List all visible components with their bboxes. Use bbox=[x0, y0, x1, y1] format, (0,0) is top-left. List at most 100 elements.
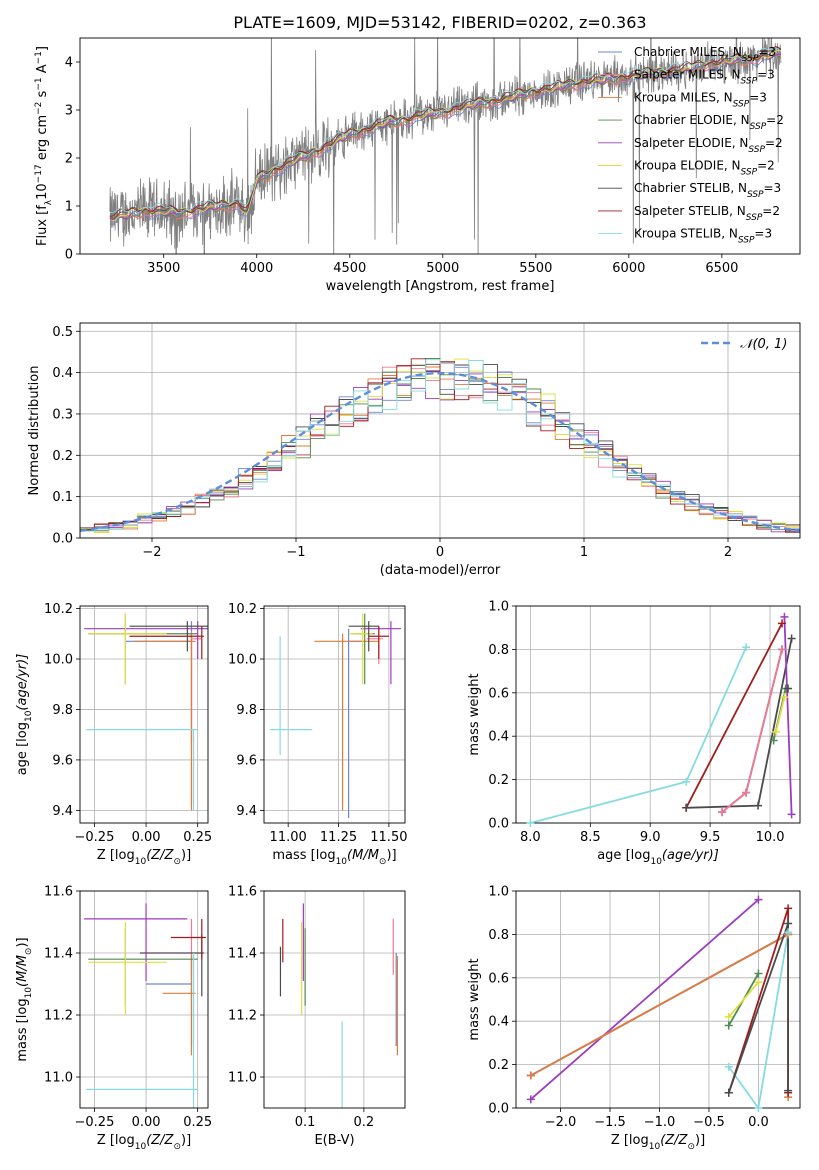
weight-point-marker bbox=[742, 788, 751, 797]
y-tick-label: 4 bbox=[65, 56, 73, 71]
weight-point-marker bbox=[769, 736, 778, 745]
y-tick-label: 11.0 bbox=[228, 1071, 257, 1086]
weight-point-marker bbox=[742, 643, 751, 652]
y-tick-label: 0.0 bbox=[52, 532, 73, 547]
axes-frame bbox=[79, 605, 209, 824]
x-tick-label: −1.5 bbox=[594, 1115, 626, 1130]
x-tick-label: 8.5 bbox=[580, 830, 601, 845]
legend-label: Kroupa ELODIE, NSSP=2 bbox=[634, 159, 775, 178]
y-tick-label: 0.3 bbox=[52, 407, 73, 422]
x-tick-label: 8.0 bbox=[520, 830, 541, 845]
x-tick-label: 11.00 bbox=[270, 830, 307, 845]
y-tick-label: 0.8 bbox=[488, 928, 509, 943]
y-tick-label: 10.2 bbox=[44, 602, 73, 617]
x-tick-label: −0.5 bbox=[693, 1115, 725, 1130]
x-tick-label: 0.2 bbox=[354, 1115, 375, 1130]
legend-label: Salpeter STELIB, NSSP=2 bbox=[634, 204, 780, 223]
weight-point-marker bbox=[780, 693, 789, 702]
x-axis-label: age [log10(age/yr)] bbox=[597, 848, 719, 867]
weight-series-line bbox=[728, 932, 789, 1108]
panel-residuals: −2 −1 0 1 2 0.0 0.1 0.2 0.3 0.4 0.5 (data-model)/er… bbox=[27, 322, 801, 578]
plot-area bbox=[80, 358, 800, 538]
y-tick-label: 11.2 bbox=[44, 1009, 73, 1024]
plot-area bbox=[530, 616, 793, 823]
legend-label: Salpeter MILES, NSSP=3 bbox=[634, 68, 775, 87]
plot-area bbox=[84, 613, 208, 811]
x-tick-label: 0.1 bbox=[295, 1115, 316, 1130]
y-tick-label: 9.8 bbox=[52, 703, 73, 718]
y-tick-label: 9.6 bbox=[236, 753, 257, 768]
y-tick-label: 0.4 bbox=[52, 366, 73, 381]
y-tick-label: 10.0 bbox=[44, 652, 73, 667]
y-tick-label: 0.6 bbox=[488, 971, 509, 986]
y-axis-label: Flux [fλ10−17 erg cm−2 s−1 A−1] bbox=[34, 46, 54, 246]
legend-label: Chabrier STELIB, NSSP=3 bbox=[634, 181, 781, 200]
y-tick-label: 11.6 bbox=[44, 885, 73, 900]
weight-point-marker bbox=[682, 777, 691, 786]
y-axis-label: mass weight bbox=[467, 673, 482, 755]
axes-frame bbox=[79, 322, 801, 539]
model-spectrum-line bbox=[109, 52, 782, 225]
x-tick-label: 9.5 bbox=[700, 830, 721, 845]
y-tick-label: 9.4 bbox=[52, 804, 73, 819]
y-tick-label: 11.4 bbox=[44, 947, 73, 962]
weight-point-marker bbox=[754, 895, 763, 904]
legend-label: Kroupa STELIB, NSSP=3 bbox=[634, 227, 772, 246]
figure-title: PLATE=1609, MJD=53142, FIBERID=0202, z=0… bbox=[233, 13, 646, 32]
x-tick-label: 5000 bbox=[426, 261, 459, 276]
legend-label: Kroupa MILES, NSSP=3 bbox=[634, 90, 767, 109]
y-tick-label: 0.6 bbox=[488, 686, 509, 701]
x-axis-label: (data-model)/error bbox=[380, 563, 501, 578]
y-tick-label: 0.2 bbox=[52, 449, 73, 464]
legend: Chabrier MILES, NSSP=3 Salpeter MILES, NS… bbox=[598, 45, 784, 246]
x-tick-label: 4000 bbox=[240, 261, 273, 276]
plot-area bbox=[270, 613, 401, 818]
weight-point-marker bbox=[787, 810, 796, 819]
weight-point-marker bbox=[526, 819, 535, 827]
y-tick-label: 11.6 bbox=[228, 885, 257, 900]
panel-spectrum: 3500 4000 4500 5000 5500 6000 6500 0 1 2 3 4 wavelen… bbox=[34, 37, 801, 294]
x-tick-label: −2 bbox=[142, 545, 161, 560]
y-tick-label: 3 bbox=[65, 104, 73, 119]
weight-point-marker bbox=[778, 619, 787, 628]
x-tick-label: 1 bbox=[580, 545, 588, 560]
weight-point-marker bbox=[787, 634, 796, 643]
x-tick-label: 6500 bbox=[705, 261, 738, 276]
legend: 𝒩(0, 1) bbox=[701, 337, 787, 352]
x-tick-label: 0.0 bbox=[748, 1115, 769, 1130]
normal-distribution-curve bbox=[80, 371, 800, 532]
y-tick-label: 1.0 bbox=[488, 600, 509, 615]
plot-area bbox=[109, 38, 782, 254]
grid-lines bbox=[264, 606, 405, 823]
y-axis-label: age [log10(age/yr)] bbox=[15, 654, 34, 776]
panel-mass-vs-Z: −0.25 0.00 0.25 11.0 11.2 11.4 11.6 Z [log10(Z/… bbox=[15, 885, 212, 1153]
x-tick-label: −1.0 bbox=[644, 1115, 676, 1130]
weight-series-line bbox=[775, 696, 786, 733]
model-spectrum-line bbox=[109, 46, 782, 217]
weight-point-marker bbox=[754, 1104, 763, 1112]
weight-point-marker bbox=[784, 1086, 793, 1095]
panel-mass-vs-EBV: 0.1 0.2 11.0 11.2 11.4 11.6 E(B-V) bbox=[228, 885, 406, 1148]
x-tick-label: 4500 bbox=[333, 261, 366, 276]
weight-point-marker bbox=[784, 684, 793, 693]
x-tick-label: 0.25 bbox=[183, 830, 212, 845]
grid-lines bbox=[516, 605, 800, 824]
x-tick-label: −0.25 bbox=[75, 1115, 115, 1130]
weight-point-marker bbox=[784, 928, 793, 937]
y-tick-label: 0.2 bbox=[488, 1058, 509, 1073]
observed-spectrum-line bbox=[109, 38, 782, 254]
panel-age-vs-mass: 11.00 11.25 11.50 9.4 9.6 9.8 10.0 10.2 mass [lo… bbox=[228, 602, 407, 867]
weight-series-line bbox=[685, 622, 783, 809]
weight-point-marker bbox=[724, 1088, 733, 1097]
grid-lines bbox=[80, 606, 208, 823]
y-tick-label: 11.4 bbox=[228, 947, 257, 962]
y-tick-label: 0.4 bbox=[488, 1015, 509, 1030]
weight-point-marker bbox=[778, 645, 787, 654]
x-tick-label: 2 bbox=[724, 545, 732, 560]
y-tick-label: 2 bbox=[65, 152, 73, 167]
y-axis-label: Normed distribution bbox=[27, 366, 42, 496]
x-tick-label: 6000 bbox=[612, 261, 645, 276]
legend-label: 𝒩(0, 1) bbox=[740, 337, 787, 352]
weight-point-marker bbox=[526, 1095, 535, 1104]
